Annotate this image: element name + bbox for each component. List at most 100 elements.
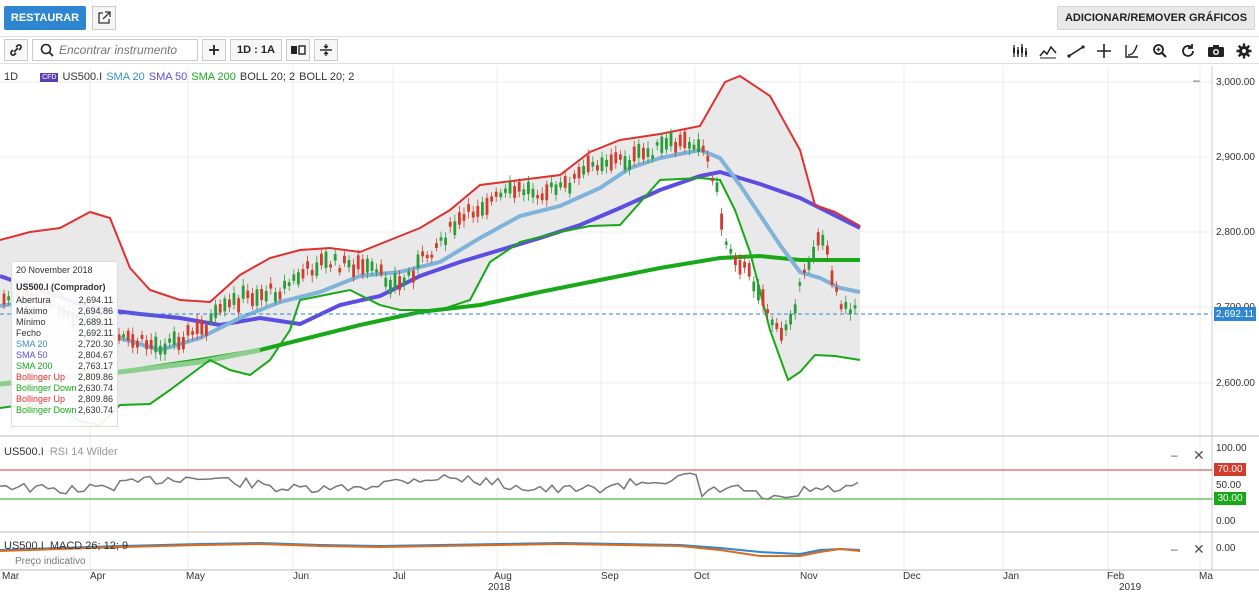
candle-body	[738, 259, 742, 275]
rsi-minimize-icon[interactable]: –	[1171, 448, 1178, 462]
candle-body	[7, 296, 10, 301]
restore-button[interactable]: RESTAURAR	[4, 6, 86, 30]
candle-body	[531, 188, 535, 198]
snapshot-button[interactable]	[1205, 40, 1227, 62]
indicators-button[interactable]	[1037, 40, 1059, 62]
candle-body	[274, 292, 277, 302]
link-button[interactable]	[4, 39, 28, 61]
settings-button[interactable]	[1233, 40, 1255, 62]
candle-body	[283, 280, 286, 289]
candle-body	[163, 343, 167, 355]
candle-body	[200, 319, 204, 335]
candle-body	[692, 144, 696, 150]
candle-body	[591, 161, 595, 167]
candle-body	[508, 182, 512, 194]
month-label: Feb	[1107, 571, 1125, 582]
candle-body	[605, 159, 608, 167]
candle-body	[724, 241, 728, 245]
price-tick: 2,600.00	[1216, 378, 1255, 389]
candle-body	[361, 259, 365, 275]
macd-indicator-label[interactable]: MACD 26; 12; 9	[49, 540, 129, 552]
tooltip-row: Fecho 2,692.11	[16, 328, 113, 338]
fibonacci-button[interactable]	[1121, 40, 1143, 62]
refresh-button[interactable]	[1177, 40, 1199, 62]
trendline-button[interactable]	[1065, 40, 1087, 62]
month-label: Oct	[694, 571, 710, 582]
candle-body	[600, 157, 604, 172]
candle-body	[596, 165, 599, 171]
sma200-label[interactable]: SMA 200	[191, 71, 236, 83]
candle-body	[407, 271, 411, 276]
candle-body	[540, 193, 544, 201]
candle-body	[232, 293, 236, 305]
candle-body	[292, 274, 296, 281]
sma20-label[interactable]: SMA 20	[106, 71, 145, 83]
rsi-tick: 50.00	[1216, 480, 1241, 491]
price-tick: 2,800.00	[1216, 227, 1255, 238]
month-label: Jul	[393, 571, 406, 582]
candle-body	[550, 182, 553, 188]
zoom-button[interactable]	[1149, 40, 1171, 62]
candle-body	[476, 205, 480, 217]
candle-body	[490, 196, 493, 202]
layout-button[interactable]	[286, 39, 310, 61]
candle-body	[632, 146, 636, 162]
instrument-search[interactable]	[32, 39, 198, 61]
plus-icon	[209, 45, 219, 55]
compare-button[interactable]	[314, 39, 338, 61]
chart-type-button[interactable]	[1009, 40, 1031, 62]
crosshair-button[interactable]	[1093, 40, 1115, 62]
sma50-label[interactable]: SMA 50	[148, 71, 188, 83]
candle-body	[448, 221, 452, 227]
candle-body	[485, 197, 489, 215]
candle-body	[251, 293, 254, 307]
candle-body	[637, 143, 641, 158]
rsi-close-icon[interactable]: ✕	[1193, 447, 1205, 463]
current-price-tag: 2,692.11	[1214, 307, 1256, 321]
candle-body	[849, 309, 852, 314]
candle-body	[784, 324, 788, 331]
indicator-icon	[1039, 45, 1057, 59]
candle-body	[241, 285, 245, 299]
candle-body	[131, 334, 135, 348]
candle-body	[301, 269, 305, 279]
tooltip-row: Bollinger Down 2,630.74	[16, 405, 113, 415]
candle-body	[688, 141, 691, 149]
month-label: Jan	[1003, 571, 1019, 582]
price-axis: 3,000.00 2,900.00 2,800.00 2,700.00 2,60…	[1216, 77, 1255, 389]
candle-body	[439, 237, 443, 241]
year-label: 2019	[1119, 582, 1142, 593]
candle-body	[706, 155, 710, 162]
candle-body	[803, 269, 806, 273]
candle-body	[347, 259, 351, 268]
external-link-icon	[98, 11, 111, 24]
period-selector[interactable]: 1D : 1A	[230, 39, 282, 61]
boll1-label[interactable]: BOLL 20; 2	[239, 71, 296, 83]
rsi-upper-tag: 70.00	[1214, 463, 1246, 476]
candle-body	[839, 304, 843, 310]
minimize-main-icon[interactable]: –	[1193, 73, 1200, 87]
candle-body	[310, 270, 314, 276]
macd-minimize-icon[interactable]: –	[1171, 542, 1178, 556]
rsi-indicator-label[interactable]: RSI 14 Wilder	[49, 446, 118, 458]
candle-body	[255, 289, 259, 306]
search-input[interactable]	[59, 43, 189, 57]
candle-body	[793, 304, 797, 314]
chart-canvas[interactable]: 3,000.00 2,900.00 2,800.00 2,700.00 2,60…	[0, 66, 1259, 593]
candle-body	[402, 277, 406, 286]
candle-body	[711, 178, 714, 182]
tooltip-row: Bollinger Up 2,809.86	[16, 394, 113, 404]
candle-body	[844, 301, 848, 309]
candle-body	[770, 319, 774, 326]
popout-button[interactable]	[92, 6, 116, 30]
candle-body	[278, 291, 282, 300]
add-remove-charts-button[interactable]: ADICIONAR/REMOVER GRÁFICOS	[1057, 6, 1255, 30]
boll2-label[interactable]: BOLL 20; 2	[299, 71, 355, 83]
candle-body	[237, 298, 240, 313]
add-indicator-button[interactable]	[202, 39, 226, 61]
chart-toolbar: 1D : 1A	[0, 36, 1259, 64]
candle-body	[628, 159, 631, 171]
macd-close-icon[interactable]: ✕	[1193, 541, 1205, 557]
candle-body	[370, 261, 374, 271]
candle-body	[651, 155, 654, 159]
